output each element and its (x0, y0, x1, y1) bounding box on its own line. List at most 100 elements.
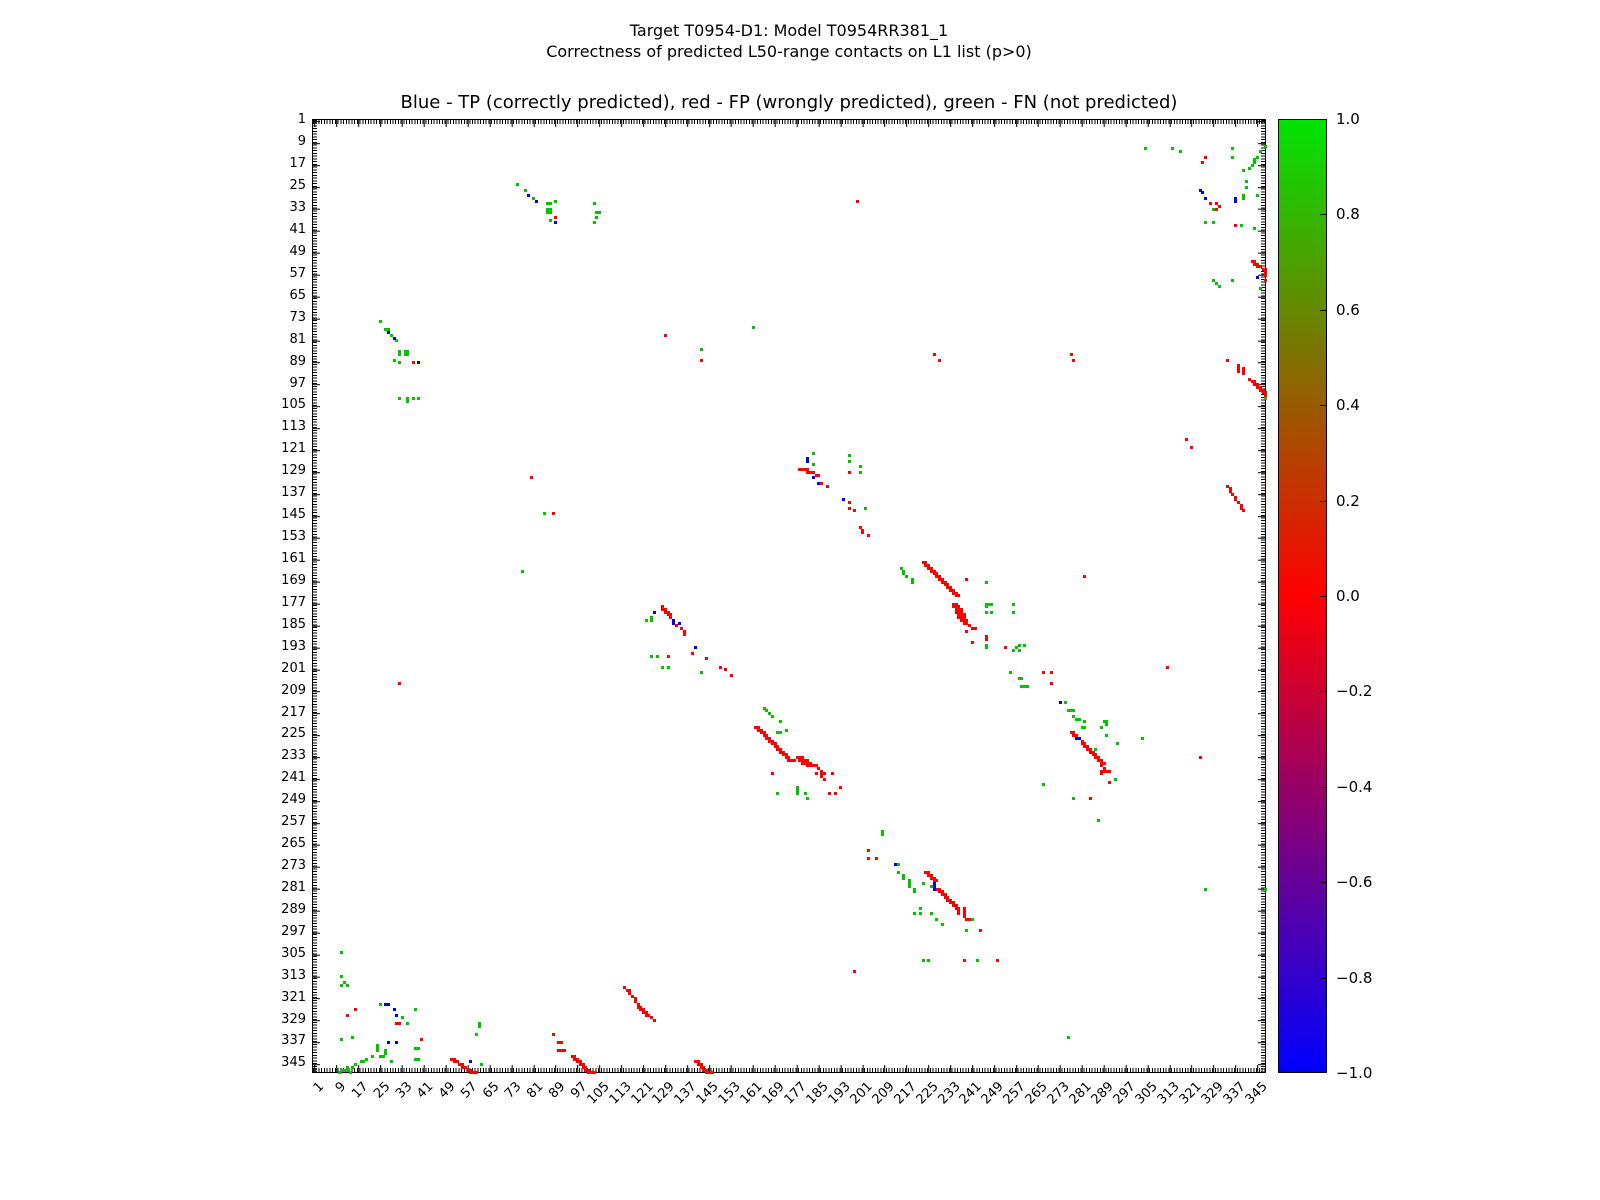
colorbar-tick (1320, 786, 1327, 788)
contact-point-red (801, 761, 804, 765)
contact-point-red (954, 904, 958, 907)
contact-point-red (705, 1071, 708, 1075)
contact-point-red (628, 989, 632, 992)
contact-point-red (779, 750, 782, 754)
contact-point-green (1102, 720, 1106, 724)
contact-point-red (1072, 731, 1076, 735)
contact-point-red (1088, 747, 1092, 751)
contact-point-green (1012, 649, 1016, 653)
contact-point-red (702, 1068, 706, 1072)
figure-title-line2: Correctness of predicted L50-range conta… (546, 42, 1032, 61)
contact-point-red (1217, 205, 1221, 208)
contact-point-red (557, 1041, 560, 1045)
contact-point-red (1253, 262, 1257, 266)
contact-point-red (559, 1041, 563, 1045)
contact-point-red (940, 890, 944, 894)
contact-point-green (1264, 887, 1268, 891)
contact-point-red (1102, 769, 1106, 773)
contact-point-green (1212, 221, 1216, 225)
contact-point-green (910, 580, 914, 584)
contact-point-red (962, 915, 966, 918)
contact-point-red (1253, 380, 1257, 384)
y-tick-label: 297 (281, 923, 306, 939)
contact-point-red (858, 525, 862, 529)
contact-point-red (1099, 764, 1103, 768)
contact-point-green (929, 884, 933, 888)
contact-point-green (1042, 783, 1046, 787)
contact-point-green (784, 728, 788, 732)
contact-point-green (984, 605, 988, 609)
contact-point-red (792, 758, 796, 762)
contact-point-blue (652, 610, 656, 614)
contact-point-red (957, 594, 961, 598)
contact-point-red (806, 764, 810, 768)
contact-point-green (666, 665, 670, 669)
contact-point-green (880, 830, 884, 833)
contact-point-green (477, 1021, 481, 1025)
contact-point-green (592, 221, 596, 225)
contact-point-red (458, 1063, 462, 1066)
contact-map-plot (312, 119, 1268, 1075)
contact-point-blue (677, 621, 681, 625)
contact-point-red (973, 627, 977, 631)
contact-point-red (469, 1068, 473, 1072)
contact-point-green (337, 1071, 341, 1075)
contact-point-red (861, 528, 865, 532)
contact-point-green (1247, 166, 1251, 170)
contact-point-red (949, 901, 952, 905)
contact-point-red (398, 682, 401, 685)
y-tick-label: 345 (281, 1055, 306, 1071)
contact-point-blue (395, 1013, 399, 1017)
contact-point-red (636, 1002, 640, 1006)
contact-point-red (633, 1000, 637, 1003)
contact-point-red (806, 468, 810, 472)
contact-point-red (1091, 753, 1095, 757)
contact-point-blue (1058, 701, 1062, 705)
contact-point-blue (535, 199, 539, 203)
x-axis-major-ticks-bottom (313, 1065, 1265, 1072)
contact-point-blue (932, 882, 936, 886)
contact-point-red (757, 728, 761, 732)
contact-point-red (1108, 780, 1111, 784)
contact-point-red (787, 758, 791, 762)
contact-point-red (1258, 388, 1262, 392)
contact-point-red (938, 890, 941, 894)
y-axis-major-ticks-right (1258, 120, 1265, 1072)
contact-point-red (1086, 747, 1090, 751)
contact-point-red (1234, 495, 1238, 499)
contact-point-red (1072, 358, 1076, 362)
contact-point-red (644, 1010, 648, 1014)
contact-point-red (1108, 769, 1111, 773)
contact-point-green (1064, 701, 1068, 705)
contact-point-red (960, 610, 963, 614)
contact-point-red (1190, 446, 1194, 450)
contact-point-red (1209, 202, 1213, 206)
contact-point-green (1113, 777, 1117, 781)
contact-point-red (1225, 484, 1229, 488)
contact-point-red (932, 353, 936, 356)
contact-point-red (962, 613, 966, 617)
colorbar-tick-label: 1.0 (1336, 110, 1360, 128)
y-tick-label: 57 (289, 265, 306, 281)
contact-point-red (702, 1065, 706, 1069)
contact-point-green (595, 210, 599, 214)
y-tick-label: 217 (281, 704, 306, 720)
contact-point-green (548, 207, 552, 211)
contact-point-red (669, 616, 673, 620)
contact-point-green (414, 1046, 418, 1050)
contact-point-green (417, 396, 421, 400)
contact-point-blue (392, 1008, 396, 1012)
contact-point-red (463, 1065, 467, 1069)
contact-point-red (581, 1063, 585, 1066)
contact-point-red (954, 906, 958, 910)
contact-point-red (1258, 265, 1262, 269)
colorbar-tick (1320, 882, 1327, 884)
y-tick-label: 185 (281, 616, 306, 632)
contact-point-red (875, 857, 878, 861)
contact-point-red (995, 958, 999, 962)
contact-point-green (1069, 709, 1073, 713)
contact-point-green (398, 353, 401, 356)
contact-point-green (965, 928, 969, 932)
contact-point-green (406, 353, 410, 356)
contact-point-red (943, 893, 947, 897)
